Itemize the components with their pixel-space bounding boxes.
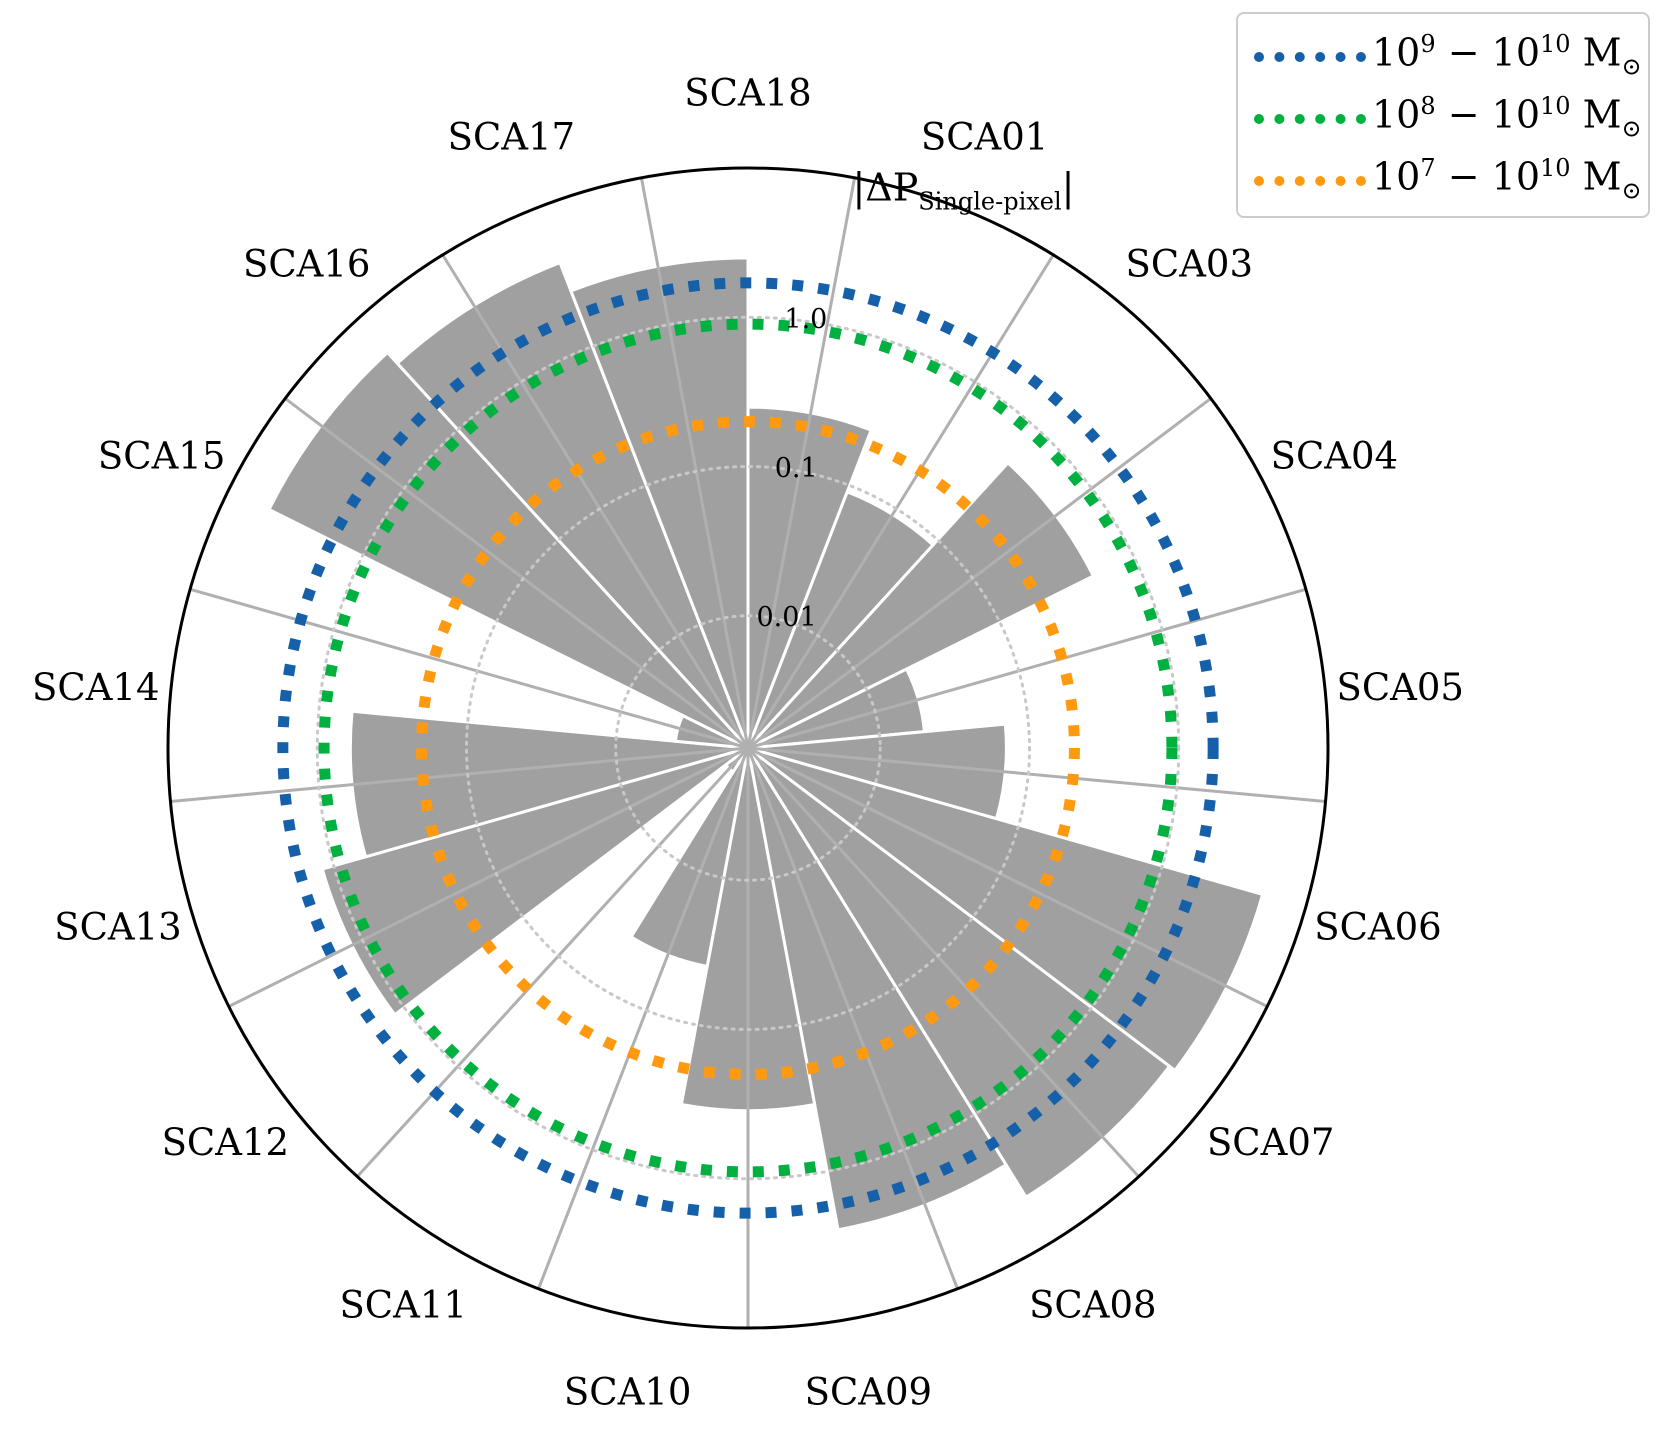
legend-swatch-orange	[1254, 176, 1366, 186]
legend-entry: 109 − 1010 M⊙	[1238, 26, 1648, 86]
legend-label: 109 − 1010 M⊙	[1372, 30, 1642, 81]
angle-label: SCA01	[921, 116, 1048, 159]
radial-gridline	[614, 614, 882, 882]
legend-swatch-blue	[1254, 52, 1366, 62]
angle-label: SCA18	[684, 72, 811, 115]
radial-tick-labels: 0.01 0.1 1.0	[757, 304, 828, 633]
angular-gridline	[170, 746, 749, 804]
series-rings	[277, 277, 1219, 1219]
angle-label: SCA04	[1271, 435, 1398, 478]
angle-label: SCA10	[564, 1370, 691, 1413]
angular-gridline	[746, 254, 1055, 749]
angular-gridline	[441, 254, 750, 749]
angle-label: SCA15	[98, 435, 225, 478]
radial-label-main: |ΔP	[852, 165, 918, 209]
angle-label: SCA17	[448, 116, 575, 159]
angle-label: SCA05	[1336, 666, 1463, 709]
series-ring-1	[277, 277, 1219, 1219]
legend-label: 107 − 1010 M⊙	[1372, 154, 1642, 205]
angle-label: SCA06	[1314, 906, 1441, 949]
radial-gridline	[465, 465, 1031, 1031]
angle-label: SCA09	[805, 1370, 932, 1413]
radial-gridlines	[315, 315, 1181, 1181]
angular-gridlines	[170, 177, 1326, 1328]
legend-label: 108 − 1010 M⊙	[1372, 92, 1642, 143]
radial-tick-label: 0.01	[757, 602, 817, 633]
angle-label: SCA03	[1126, 242, 1253, 285]
angular-gridline	[747, 587, 1307, 750]
radial-label-close: |	[1062, 165, 1075, 209]
radial-gridline	[315, 315, 1181, 1181]
polar-frame	[166, 166, 1330, 1330]
legend-swatch-green	[1254, 114, 1366, 124]
series-ring-3	[416, 416, 1080, 1080]
radial-axis-label: |ΔPSingle-pixel|	[852, 165, 1074, 215]
radial-label-subscript: Single-pixel	[918, 187, 1061, 215]
legend-entry: 108 − 1010 M⊙	[1238, 88, 1648, 148]
angle-label: SCA08	[1029, 1283, 1156, 1326]
angle-label: SCA07	[1207, 1121, 1334, 1164]
angular-gridline	[284, 397, 749, 750]
angle-label: SCA13	[54, 906, 181, 949]
angular-gridline	[189, 587, 749, 750]
legend: 109 − 1010 M⊙ 108 − 1010 M⊙ 107 − 1010 M…	[1236, 12, 1650, 218]
angular-gridline	[746, 177, 857, 749]
series-ring-2	[318, 318, 1178, 1178]
angular-gridline	[537, 747, 750, 1290]
radial-tick-label: 0.1	[775, 453, 818, 484]
angle-labels: SCA18 SCA01 SCA03 SCA04 SCA05 SCA06 SCA07 SCA08…	[32, 72, 1464, 1414]
angular-gridline	[639, 177, 750, 749]
legend-entry: 107 − 1010 M⊙	[1238, 150, 1648, 210]
angle-label: SCA12	[162, 1121, 289, 1164]
angular-gridline	[356, 746, 750, 1178]
angle-label: SCA14	[32, 666, 159, 709]
angular-gridline	[746, 747, 959, 1290]
radial-tick-label: 1.0	[784, 304, 827, 335]
angular-gridline	[228, 746, 749, 1008]
angular-gridline	[746, 746, 1140, 1178]
angular-gridline	[747, 397, 1212, 750]
angle-label: SCA11	[339, 1283, 466, 1326]
angular-gridline	[747, 746, 1326, 804]
angular-gridline	[747, 746, 1268, 1008]
angle-label: SCA16	[243, 242, 370, 285]
